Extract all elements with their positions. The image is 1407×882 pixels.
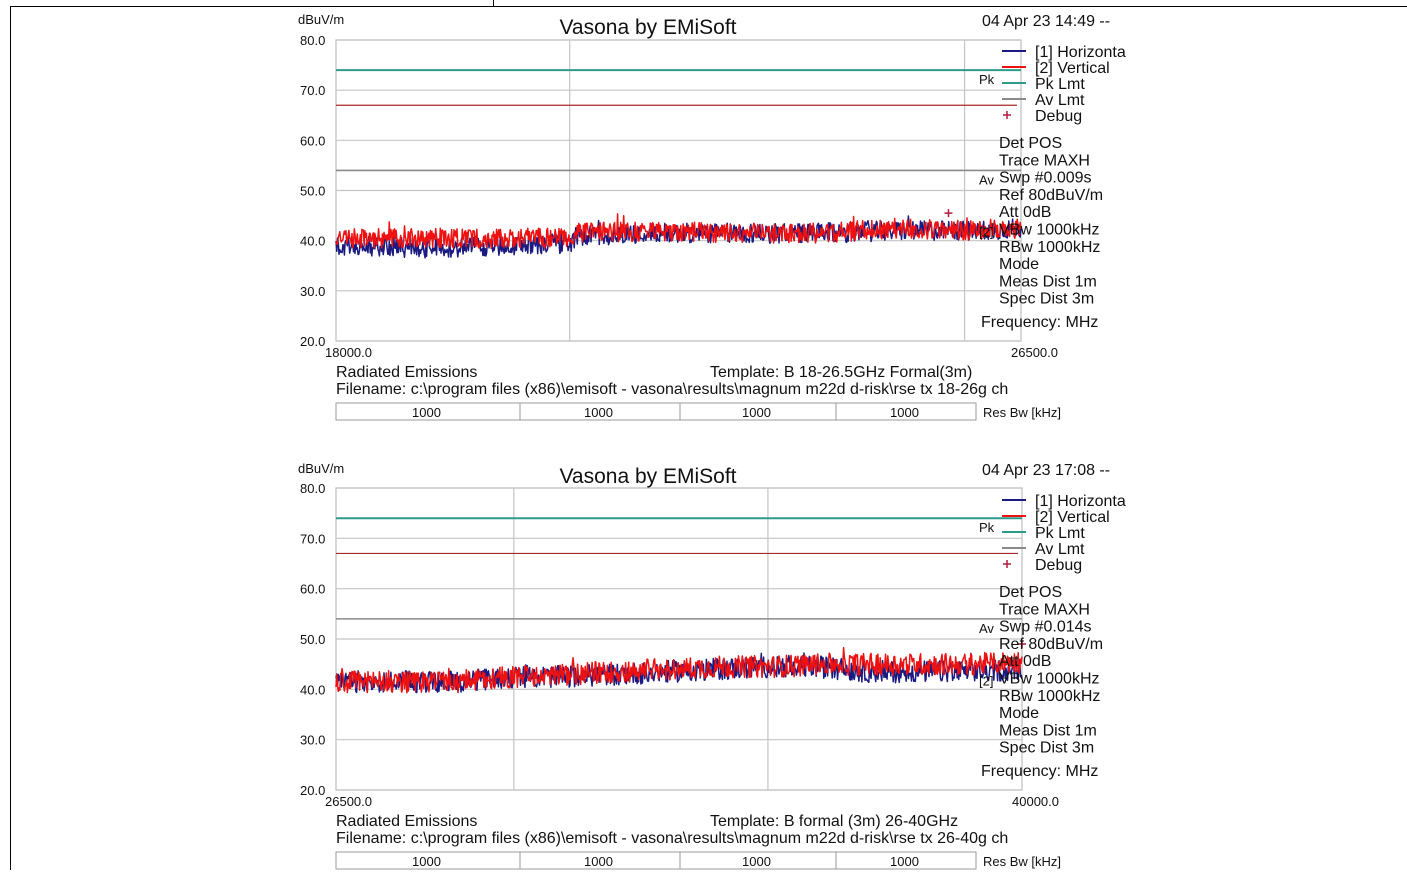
trace-2 — [335, 646, 1023, 694]
setting-label: VBw 1000kHz — [999, 222, 1100, 239]
y-tick-label: 80.0 — [300, 481, 325, 496]
pk-side-label: Pk — [979, 72, 995, 87]
debug-marker — [944, 209, 953, 218]
res-bw-value: 1000 — [890, 405, 919, 420]
x-end-label: 40000.0 — [1012, 794, 1059, 809]
emission-chart-panel: 80.0 70.0 60.0 50.0 40.0 30.0 20.0 dBuV/m Vasona… — [290, 457, 1140, 882]
legend-item-label: Pk Lmt — [1035, 76, 1085, 93]
legend-item-label: [2] Vertical — [1035, 60, 1110, 77]
setting-label: Swp #0.009s — [999, 170, 1092, 187]
footer-template: Template: B formal (3m) 26-40GHz — [710, 813, 958, 830]
setting-label: Meas Dist 1m — [999, 722, 1097, 739]
setting-label: Swp #0.014s — [999, 619, 1092, 636]
emission-chart: 80.0 70.0 60.0 50.0 40.0 30.0 20.0 dBuV/m Vasona… — [298, 12, 1126, 421]
setting-label: VBw 1000kHz — [999, 671, 1100, 688]
legend-plus-marker — [1003, 560, 1011, 568]
legend-item-label: Debug — [1035, 557, 1082, 574]
footer-template: Template: B 18-26.5GHz Formal(3m) — [710, 364, 972, 381]
y-tick-label: 50.0 — [300, 184, 325, 199]
y-tick-label: 20.0 — [300, 334, 325, 349]
res-bw-cell — [835, 851, 977, 870]
legend-item-label: Debug — [1035, 108, 1082, 125]
table-border-left — [10, 6, 11, 870]
chart-title: Vasona by EMiSoft — [559, 16, 736, 39]
y-tick-label: 60.0 — [300, 133, 325, 148]
frequency-label: Frequency: MHz — [981, 763, 1098, 780]
footer-title: Radiated Emissions — [336, 813, 477, 830]
res-bw-value: 1000 — [412, 405, 441, 420]
res-bw-value: 1000 — [412, 854, 441, 869]
res-bw-value: 1000 — [890, 854, 919, 869]
y-tick-label: 40.0 — [300, 234, 325, 249]
debug-marker — [1018, 640, 1026, 649]
setting-label: Att 0dB — [999, 204, 1051, 221]
res-bw-value: 1000 — [742, 854, 771, 869]
chart-timestamp: 04 Apr 23 14:49 -- — [982, 13, 1110, 30]
chart-timestamp: 04 Apr 23 17:08 -- — [982, 462, 1110, 479]
pk-side-label: Pk — [979, 520, 995, 535]
res-bw-cell — [835, 402, 977, 421]
y-tick-label: 30.0 — [300, 733, 325, 748]
y-tick-label: 50.0 — [300, 632, 325, 647]
setting-label: Mode — [999, 705, 1039, 722]
y-tick-label: 70.0 — [300, 83, 325, 98]
emission-chart-panel: 80.0 70.0 60.0 50.0 40.0 30.0 20.0 dBuV/m Vasona… — [290, 8, 1140, 433]
setting-label: Det POS — [999, 584, 1062, 601]
y-tick-label: 70.0 — [300, 531, 325, 546]
setting-label: Det POS — [999, 135, 1062, 152]
res-bw-label: Res Bw [kHz] — [983, 405, 1061, 420]
legend-item-label: [1] Horizonta — [1035, 493, 1126, 510]
setting-label: Spec Dist 3m — [999, 291, 1094, 308]
table-border-top — [10, 6, 1407, 7]
setting-label: RBw 1000kHz — [999, 239, 1100, 256]
legend-item-label: [1] Horizonta — [1035, 44, 1126, 61]
setting-label: Ref 80dBuV/m — [999, 187, 1103, 204]
y-tick-label: 60.0 — [300, 582, 325, 597]
res-bw-label: Res Bw [kHz] — [983, 854, 1061, 869]
y-unit-label: dBuV/m — [298, 461, 344, 476]
chart-title: Vasona by EMiSoft — [559, 465, 736, 488]
trace-tag-label: [2] — [979, 673, 993, 688]
table-cell-divider — [493, 0, 494, 6]
legend-item-label: Av Lmt — [1035, 541, 1085, 558]
trace-tag-label: [2] — [979, 225, 993, 240]
setting-label: Ref 80dBuV/m — [999, 636, 1103, 653]
frequency-label: Frequency: MHz — [981, 314, 1098, 331]
legend-item-label: [2] Vertical — [1035, 509, 1110, 526]
y-tick-label: 30.0 — [300, 284, 325, 299]
footer-filename: Filename: c:\program files (x86)\emisoft… — [336, 830, 1008, 847]
setting-label: Trace MAXH — [999, 152, 1090, 169]
x-end-label: 26500.0 — [1011, 345, 1058, 360]
setting-label: RBw 1000kHz — [999, 688, 1100, 705]
res-bw-value: 1000 — [742, 405, 771, 420]
setting-label: Att 0dB — [999, 653, 1051, 670]
y-tick-label: 40.0 — [300, 682, 325, 697]
legend-plus-marker — [1003, 111, 1011, 119]
footer-filename: Filename: c:\program files (x86)\emisoft… — [336, 381, 1008, 398]
setting-label: Trace MAXH — [999, 601, 1090, 618]
setting-label: Spec Dist 3m — [999, 740, 1094, 757]
res-bw-value: 1000 — [584, 854, 613, 869]
av-side-label: Av — [979, 172, 994, 187]
y-unit-label: dBuV/m — [298, 12, 344, 27]
res-bw-value: 1000 — [584, 405, 613, 420]
setting-label: Mode — [999, 256, 1039, 273]
y-tick-label: 80.0 — [300, 33, 325, 48]
trace-2 — [335, 213, 1022, 249]
footer-title: Radiated Emissions — [336, 364, 477, 381]
x-start-label: 26500.0 — [325, 794, 372, 809]
av-side-label: Av — [979, 621, 994, 636]
x-start-label: 18000.0 — [325, 345, 372, 360]
emission-chart: 80.0 70.0 60.0 50.0 40.0 30.0 20.0 dBuV/m Vasona… — [298, 461, 1126, 870]
setting-label: Meas Dist 1m — [999, 273, 1097, 290]
legend-item-label: Av Lmt — [1035, 92, 1085, 109]
legend-item-label: Pk Lmt — [1035, 525, 1085, 542]
y-tick-label: 20.0 — [300, 783, 325, 798]
